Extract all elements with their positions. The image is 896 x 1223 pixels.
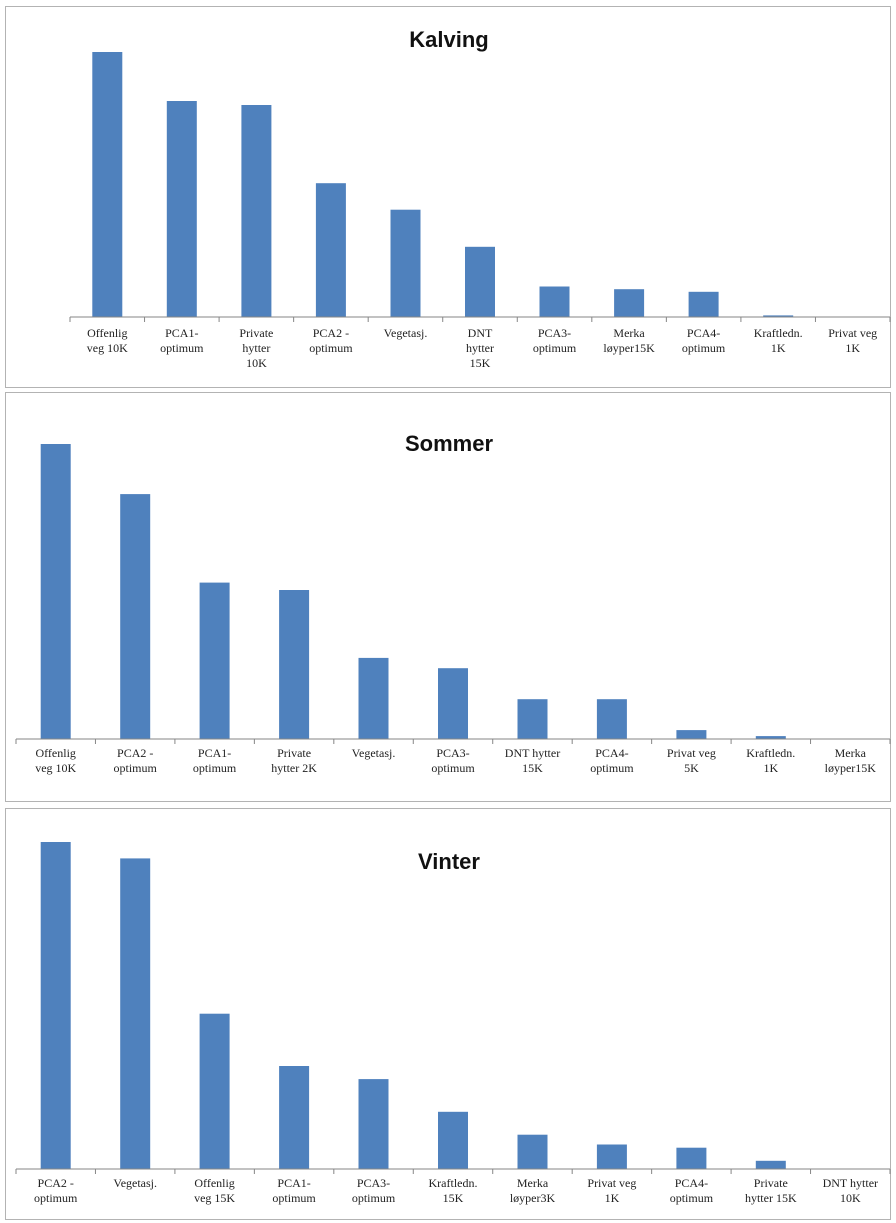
x-tick-label-sommer-8: PCA4-optimum <box>590 746 634 775</box>
x-tick-label-vinter-8: Privat veg 1K <box>587 1176 636 1205</box>
chart-panel-kalving: Kalving Offenlig veg 10K PCA1-optimum Privat… <box>5 6 891 388</box>
bar-kalving-5 <box>390 209 421 317</box>
bar-sommer-6 <box>438 668 468 739</box>
x-tick-label-vinter-4: PCA1-optimum <box>272 1176 316 1205</box>
x-tick-label-vinter-11: DNT hytter 10K <box>823 1176 878 1205</box>
bar-sommer-1 <box>40 444 71 739</box>
x-tick-label-sommer-11: Merka løyper15K <box>825 746 877 775</box>
bar-kalving-6 <box>465 246 495 317</box>
x-tick-label-sommer-1: Offenlig veg 10K <box>35 746 76 775</box>
x-tick-label-kalving-6: DNT hytter 15K <box>466 326 494 370</box>
chart-title-sommer: Sommer <box>405 431 493 456</box>
x-tick-label-kalving-9: PCA4-optimum <box>682 326 726 355</box>
bar-vinter-9 <box>676 1147 707 1169</box>
x-tick-label-vinter-9: PCA4-optimum <box>670 1176 714 1205</box>
bar-vinter-4 <box>279 1066 310 1169</box>
bar-sommer-2 <box>120 494 151 739</box>
chart-panel-vinter: Vinter PCA2 -optimum Vegetasj. Offenlig veg … <box>5 808 891 1220</box>
bar-kalving-4 <box>315 183 346 317</box>
bar-vinter-5 <box>358 1079 389 1169</box>
bar-kalving-7 <box>539 286 570 317</box>
x-tick-label-sommer-9: Privat veg 5K <box>667 746 716 775</box>
chart-title-kalving: Kalving <box>409 27 488 52</box>
chart-kalving: Kalving Offenlig veg 10K PCA1-optimum Privat… <box>69 27 891 370</box>
x-tick-label-vinter-6: Kraftledn. 15K <box>429 1176 478 1205</box>
chart-vinter: Vinter PCA2 -optimum Vegetasj. Offenlig veg … <box>15 842 891 1205</box>
x-tick-label-vinter-3: Offenlig veg 15K <box>194 1176 235 1205</box>
x-tick-label-kalving-5: Vegetasj. <box>384 326 428 340</box>
chart-sommer: Sommer Offenlig veg 10K PCA2 -optimum PCA1-o… <box>15 431 891 775</box>
bar-kalving-2 <box>166 101 197 317</box>
bar-kalving-8 <box>614 289 645 317</box>
bar-kalving-1 <box>92 52 123 317</box>
bar-kalving-10 <box>763 315 794 317</box>
bar-vinter-3 <box>199 1013 230 1169</box>
x-tick-label-kalving-2: PCA1-optimum <box>160 326 204 355</box>
x-tick-label-kalving-4: PCA2 -optimum <box>309 326 353 355</box>
x-tick-label-vinter-2: Vegetasj. <box>113 1176 157 1190</box>
bar-kalving-9 <box>688 291 719 317</box>
x-tick-label-sommer-2: PCA2 -optimum <box>114 746 158 775</box>
x-tick-label-vinter-7: Merka løyper3K <box>510 1176 556 1205</box>
bar-sommer-4 <box>279 590 310 739</box>
x-tick-label-vinter-1: PCA2 -optimum <box>34 1176 78 1205</box>
chart-panel-sommer: Sommer Offenlig veg 10K PCA2 -optimum PCA1-o… <box>5 392 891 802</box>
bar-sommer-10 <box>755 736 786 740</box>
chart-title-vinter: Vinter <box>418 849 480 874</box>
x-tick-label-sommer-6: PCA3-optimum <box>431 746 475 775</box>
x-tick-label-sommer-5: Vegetasj. <box>352 746 396 760</box>
x-tick-label-kalving-8: Merka løyper15K <box>603 326 655 355</box>
x-tick-label-sommer-3: PCA1-optimum <box>193 746 237 775</box>
bar-vinter-7 <box>517 1134 548 1169</box>
x-tick-label-sommer-4: Private hytter 2K <box>271 746 317 775</box>
x-tick-label-kalving-3: Private hytter 10K <box>239 326 273 370</box>
bar-sommer-9 <box>676 730 707 739</box>
bar-kalving-3 <box>241 105 272 317</box>
bar-sommer-5 <box>358 657 389 739</box>
bar-sommer-7 <box>517 699 548 739</box>
x-tick-label-vinter-10: Private hytter 15K <box>745 1176 797 1205</box>
bar-vinter-2 <box>120 858 151 1169</box>
x-tick-label-vinter-5: PCA3-optimum <box>352 1176 396 1205</box>
x-tick-label-kalving-1: Offenlig veg 10K <box>87 326 128 355</box>
bar-sommer-3 <box>199 582 230 739</box>
bar-vinter-6 <box>438 1111 468 1169</box>
bar-vinter-10 <box>755 1160 786 1169</box>
x-tick-label-sommer-7: DNT hytter 15K <box>505 746 560 775</box>
bar-sommer-8 <box>596 699 627 739</box>
x-tick-label-kalving-10: Kraftledn. 1K <box>754 326 803 355</box>
bar-vinter-1 <box>40 842 71 1169</box>
bar-vinter-8 <box>596 1144 627 1169</box>
x-tick-label-kalving-11: Privat veg 1K <box>828 326 877 355</box>
x-tick-label-kalving-7: PCA3-optimum <box>533 326 577 355</box>
x-tick-label-sommer-10: Kraftledn. 1K <box>746 746 795 775</box>
